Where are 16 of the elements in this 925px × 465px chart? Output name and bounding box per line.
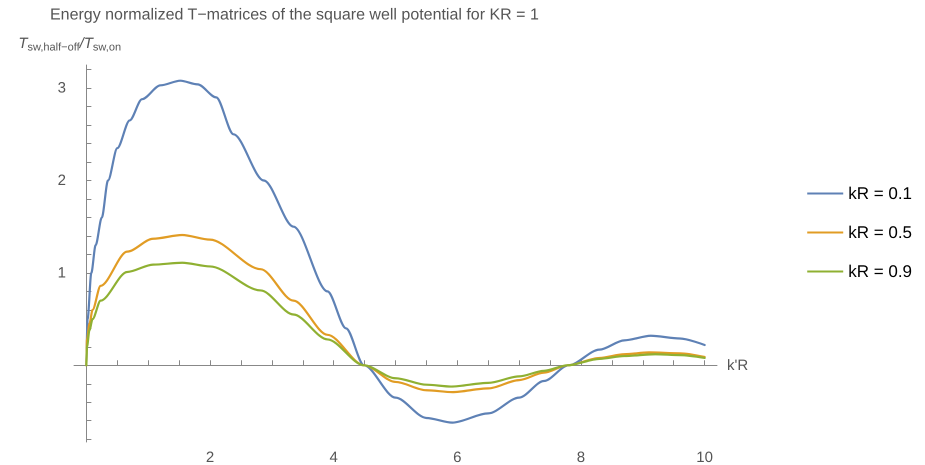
x-tick-label: 10 (696, 449, 713, 465)
line-series (85, 262, 706, 388)
line-series (85, 80, 706, 424)
legend-label: kR = 0.5 (848, 223, 912, 242)
chart-title: Energy normalized T−matrices of the square well potential for KR = 1 (50, 6, 539, 24)
x-tick-label: 4 (330, 449, 338, 465)
y-tick-label: 3 (58, 80, 66, 97)
x-tick-label: 2 (206, 449, 214, 465)
y-tick-label: 2 (58, 172, 66, 190)
y-tick-label: 1 (58, 264, 66, 282)
legend-label: kR = 0.1 (848, 184, 912, 203)
x-tick-label: 6 (453, 449, 462, 465)
x-tick-label: 8 (576, 449, 586, 465)
legend-label: kR = 0.9 (848, 262, 912, 281)
x-axis-title: k'R (727, 356, 748, 374)
line-series (85, 234, 706, 394)
